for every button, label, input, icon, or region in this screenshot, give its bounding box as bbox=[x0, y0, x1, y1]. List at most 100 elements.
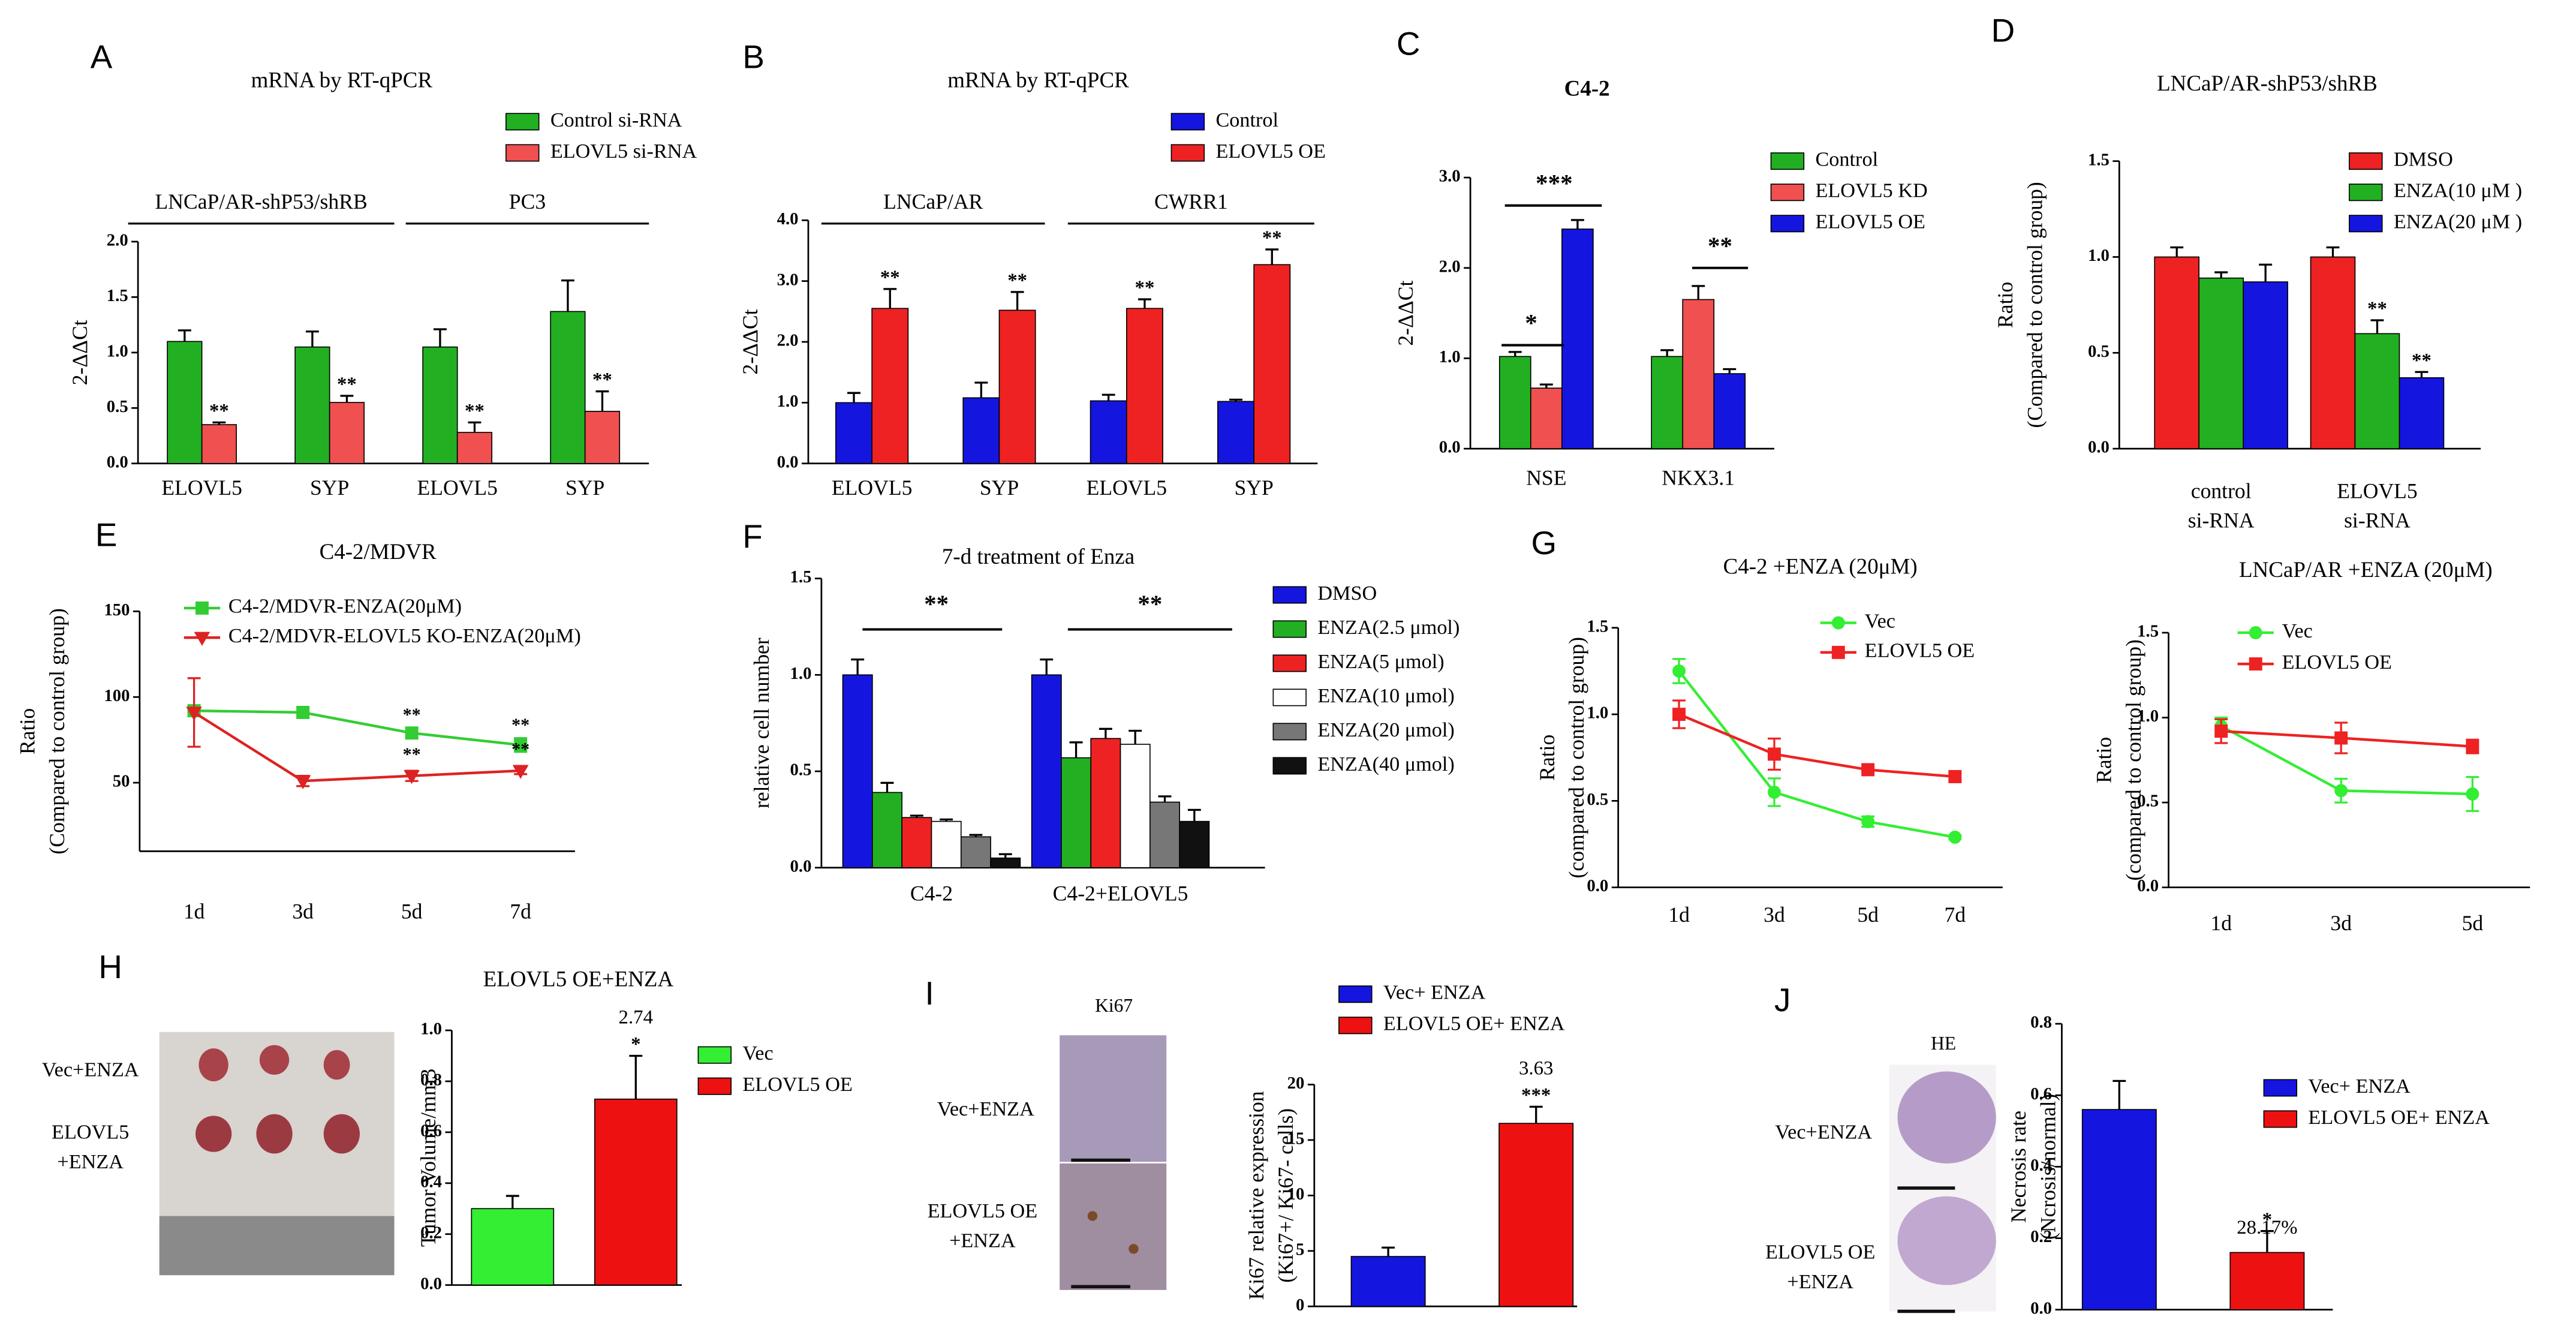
y-tick-label: 15 bbox=[1287, 1129, 1305, 1148]
significance: ** bbox=[1262, 227, 1282, 249]
he-image bbox=[1889, 1065, 1996, 1313]
bar bbox=[2198, 277, 2244, 449]
bar bbox=[1090, 400, 1127, 464]
legend-marker bbox=[194, 632, 210, 646]
legend-swatch bbox=[1272, 586, 1307, 604]
point bbox=[296, 705, 310, 719]
legend-label: ENZA(20 μmol) bbox=[1317, 718, 1454, 741]
bar bbox=[962, 397, 1000, 464]
y-axis-label: Tumor Volume/mm3 bbox=[416, 1069, 440, 1247]
image-label: Vec+ENZA bbox=[937, 1098, 1034, 1120]
y-axis-label: Necrosis rate bbox=[2006, 1111, 2030, 1223]
bar bbox=[1031, 674, 1062, 868]
x-tick-label: NSE bbox=[1526, 465, 1566, 489]
annotation: 28.17% bbox=[2237, 1217, 2297, 1238]
legend-label: Vec bbox=[742, 1042, 773, 1065]
y-tick-label: 1.5 bbox=[2088, 150, 2109, 169]
x-tick-label: ELOVL5 bbox=[1087, 476, 1167, 500]
significance: ** bbox=[465, 400, 484, 422]
y-tick-label: 2.0 bbox=[1439, 257, 1461, 276]
legend-swatch bbox=[2349, 215, 2383, 233]
tumor bbox=[323, 1114, 360, 1154]
y-tick-label: 1.0 bbox=[777, 392, 799, 411]
bar bbox=[2399, 377, 2445, 449]
bar bbox=[456, 432, 493, 464]
ihc-top bbox=[1060, 1035, 1167, 1162]
bar bbox=[1350, 1256, 1426, 1307]
bar bbox=[2154, 256, 2200, 449]
legend-label: DMSO bbox=[2394, 148, 2453, 171]
significance: ** bbox=[511, 715, 529, 735]
legend-label: ENZA(40 μmol) bbox=[1317, 753, 1454, 775]
legend-label: ELOVL5 OE+ ENZA bbox=[2308, 1106, 2490, 1129]
point bbox=[514, 738, 528, 752]
image-label: ELOVL5 OE bbox=[928, 1199, 1037, 1222]
legend-marker bbox=[2249, 657, 2262, 670]
legend-swatch bbox=[1170, 144, 1205, 162]
bar bbox=[1561, 228, 1594, 449]
point bbox=[1672, 664, 1686, 678]
image-title: HE bbox=[1931, 1033, 1956, 1054]
significance: ** bbox=[1135, 277, 1155, 299]
bar bbox=[294, 346, 330, 464]
legend-label: C4-2/MDVR-ENZA(20μM) bbox=[228, 595, 462, 618]
y-tick-label: 1.0 bbox=[2137, 706, 2159, 726]
bar bbox=[931, 820, 962, 868]
significance: ** bbox=[880, 267, 900, 288]
bar bbox=[901, 817, 932, 868]
panel-label: D bbox=[1991, 11, 2015, 49]
panel-label: F bbox=[742, 518, 762, 555]
point bbox=[186, 706, 202, 721]
x-tick-label: SYP bbox=[565, 476, 604, 500]
bar bbox=[1530, 387, 1563, 449]
x-tick-label: ELOVL5 bbox=[161, 476, 242, 500]
legend-label: C4-2/MDVR-ELOVL5 KO-ENZA(20μM) bbox=[228, 624, 581, 647]
significance: ** bbox=[592, 369, 612, 391]
y-tick-label: 4.0 bbox=[777, 209, 799, 228]
y-tick-label: 1.5 bbox=[2137, 622, 2159, 641]
panel-label: J bbox=[1774, 981, 1790, 1018]
legend-label: ELOVL5 si-RNA bbox=[550, 140, 697, 163]
legend-marker bbox=[1831, 645, 1845, 659]
chart-title: ELOVL5 OE+ENZA bbox=[483, 966, 674, 991]
legend-swatch bbox=[1272, 757, 1307, 775]
annotation: ** bbox=[924, 590, 949, 618]
y-tick-label: 0.6 bbox=[420, 1121, 442, 1140]
x-tick-label: C4-2+ELOVL5 bbox=[1053, 882, 1188, 906]
point bbox=[404, 770, 420, 784]
x-tick-label: 3d bbox=[2330, 911, 2352, 935]
y-tick-label: 0.5 bbox=[107, 397, 128, 416]
group-label: LNCaP/AR-shP53/shRB bbox=[155, 190, 368, 214]
y-tick-label: 5 bbox=[1296, 1240, 1304, 1259]
y-axis-label: 2-ΔΔCt bbox=[68, 320, 92, 385]
chart-title: mRNA by RT-qPCR bbox=[947, 68, 1129, 92]
y-tick-label: 150 bbox=[104, 600, 130, 620]
x-tick-label: 1d bbox=[1668, 903, 1690, 927]
group-label: CWRR1 bbox=[1154, 190, 1228, 214]
y-tick-label: 0.0 bbox=[2137, 876, 2159, 895]
bar bbox=[990, 857, 1021, 868]
y-tick-label: 1.0 bbox=[420, 1020, 442, 1039]
x-tick-label: 3d bbox=[1764, 903, 1785, 927]
y-tick-label: 0 bbox=[1296, 1295, 1304, 1315]
panel-label: E bbox=[95, 516, 118, 554]
legend-swatch bbox=[697, 1077, 732, 1095]
tumor bbox=[259, 1045, 290, 1075]
panel-label: B bbox=[742, 38, 765, 75]
point bbox=[1861, 763, 1875, 777]
x-tick-label: 7d bbox=[510, 900, 531, 924]
annotation: 3.63 bbox=[1519, 1057, 1554, 1079]
y-axis-label: Ratio bbox=[2092, 737, 2116, 783]
bar bbox=[329, 402, 365, 464]
y-tick-label: 0.0 bbox=[1439, 438, 1461, 457]
point bbox=[405, 726, 419, 740]
legend-marker bbox=[1831, 616, 1845, 630]
y-tick-label: 0.4 bbox=[420, 1172, 442, 1191]
legend-label: Vec bbox=[1865, 609, 1895, 632]
legend-swatch bbox=[1170, 113, 1205, 131]
y-tick-label: 0.5 bbox=[1587, 790, 1608, 809]
bar bbox=[960, 836, 991, 868]
bar bbox=[1253, 264, 1291, 464]
ruler bbox=[159, 1216, 395, 1276]
